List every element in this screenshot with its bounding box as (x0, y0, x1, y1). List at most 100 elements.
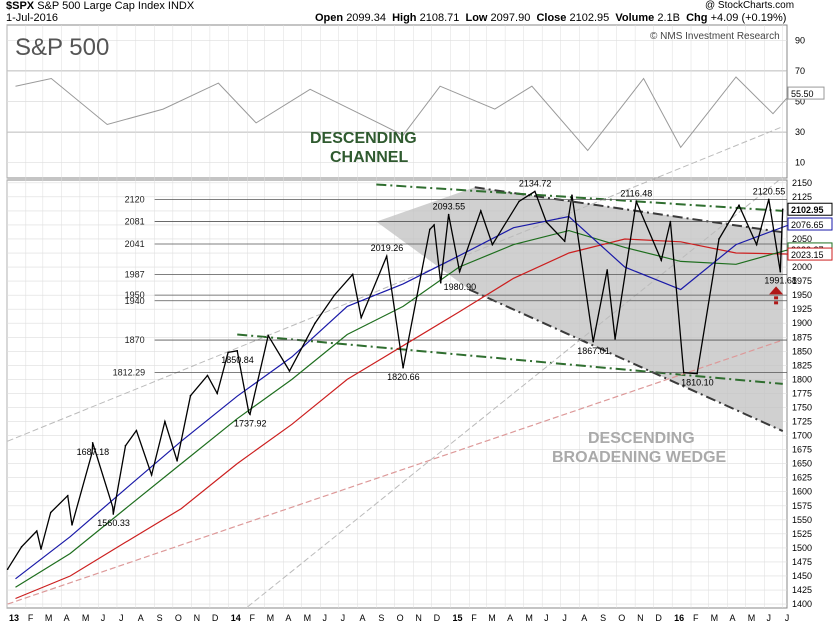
price-point (491, 243, 494, 246)
price-tick-label: 1650 (792, 459, 812, 469)
price-tick-label: 1925 (792, 304, 812, 314)
price-point (164, 420, 166, 423)
price-tick-label: 1525 (792, 529, 812, 539)
price-tick-label: 1775 (792, 388, 812, 398)
price-point (206, 374, 209, 377)
price-tick-label: 1400 (792, 599, 812, 609)
x-tick-label: J (119, 613, 124, 623)
price-tick-label: 1950 (792, 290, 812, 300)
change-value: +4.09 (+0.19%) (710, 12, 787, 24)
price-tick-label: 2000 (792, 262, 812, 272)
rsi-last-value-tag (787, 86, 825, 100)
price-point (91, 441, 94, 444)
low-value: 2097.90 (490, 12, 531, 24)
price-tick-label: 1750 (792, 402, 812, 412)
stockcharts-watermark: @ StockCharts.com (705, 0, 795, 11)
broadening-wedge-area (376, 187, 783, 432)
price-point-label: 2093.55 (433, 202, 466, 212)
price-point-label: 2120.55 (753, 186, 786, 196)
price-point (545, 221, 548, 223)
x-tick-label: F (28, 613, 34, 623)
price-point (247, 411, 250, 414)
price-point (189, 394, 192, 397)
x-tick-label: J (562, 613, 567, 623)
x-tick-label: F (693, 613, 699, 623)
level-label: 1987 (125, 269, 145, 279)
x-tick-label: N (637, 613, 644, 623)
price-point (267, 334, 270, 337)
price-tick-label: 1825 (792, 360, 812, 370)
exchange-code: INDX (167, 0, 195, 12)
price-point (66, 494, 69, 497)
x-tick-label: D (434, 613, 441, 623)
price-tick-label: 1850 (792, 346, 812, 356)
price-point (150, 474, 153, 476)
x-tick-label: S (378, 613, 384, 623)
price-point (135, 429, 138, 432)
wedge-lower-line (468, 288, 784, 432)
broadening-wedge-label: BROADENING WEDGE (552, 449, 727, 466)
price-point (592, 340, 595, 343)
x-tick-label: A (285, 613, 291, 623)
last-value-tag-label: 2076.65 (791, 220, 824, 230)
x-tick-label: J (322, 613, 327, 623)
price-point (360, 316, 362, 319)
price-point (518, 200, 520, 203)
price-point (91, 452, 93, 454)
level-label: 2120 (125, 195, 145, 205)
level-label: 1940 (125, 296, 145, 306)
price-point-label: 2116.48 (620, 189, 652, 199)
price-tick-label: 2050 (792, 234, 812, 244)
price-tick-label: 1725 (792, 417, 812, 427)
price-point (571, 194, 573, 196)
x-tick-label: M (304, 613, 312, 623)
close-label: Close (536, 12, 567, 24)
price-point-label: 2019.26 (371, 243, 404, 253)
price-point-label: 1980.90 (444, 282, 477, 292)
x-tick-label: A (581, 613, 587, 623)
x-tick-label: D (655, 613, 662, 623)
last-value-tag-label: 2102.95 (791, 205, 824, 215)
price-point (682, 371, 685, 374)
open-label: Open (315, 12, 344, 24)
price-point (660, 259, 663, 262)
price-tick-label: 1875 (792, 332, 812, 342)
level-label: 2081 (125, 217, 145, 227)
x-tick-label: M (267, 613, 275, 623)
change-label: Chg (686, 12, 708, 24)
close-value: 2102.95 (569, 12, 610, 24)
price-point (288, 370, 291, 372)
rsi-tick-label: 10 (795, 158, 805, 168)
price-tick-label: 1575 (792, 501, 812, 511)
price-point (755, 243, 758, 246)
last-value-tag-label: 2023.15 (791, 250, 824, 260)
price-point (779, 270, 782, 273)
price-tick-label: 1600 (792, 487, 812, 497)
price-point-label: 2134.72 (519, 178, 552, 188)
level-label: 1950 (125, 290, 145, 300)
x-tick-label: M (711, 613, 719, 623)
uptrend-line-steep (247, 176, 784, 608)
x-tick-label: J (767, 613, 772, 623)
price-point-label: 1687.18 (77, 447, 110, 457)
price-point (669, 220, 672, 223)
ohlc-readout: Open 2099.34 High 2108.71 Low 2097.90 Cl… (315, 12, 786, 24)
price-tick-label: 2150 (792, 178, 812, 188)
price-point (718, 238, 720, 240)
price-point (236, 350, 239, 352)
rsi-last-value-label: 55.50 (791, 89, 814, 99)
x-tick-label: A (507, 613, 513, 623)
price-tick-label: 1800 (792, 374, 812, 384)
price-tick-label: 1425 (792, 585, 812, 595)
volume-value: 2.1B (657, 12, 680, 24)
x-tick-label: 14 (231, 613, 241, 623)
price-point (333, 294, 336, 296)
x-tick-label: A (138, 613, 144, 623)
price-tick-label: 1675 (792, 445, 812, 455)
rsi-tick-label: 70 (795, 66, 805, 76)
price-point (738, 204, 740, 207)
price-point (112, 513, 115, 515)
last-value-tag (787, 247, 833, 261)
x-tick-label: O (175, 613, 182, 623)
